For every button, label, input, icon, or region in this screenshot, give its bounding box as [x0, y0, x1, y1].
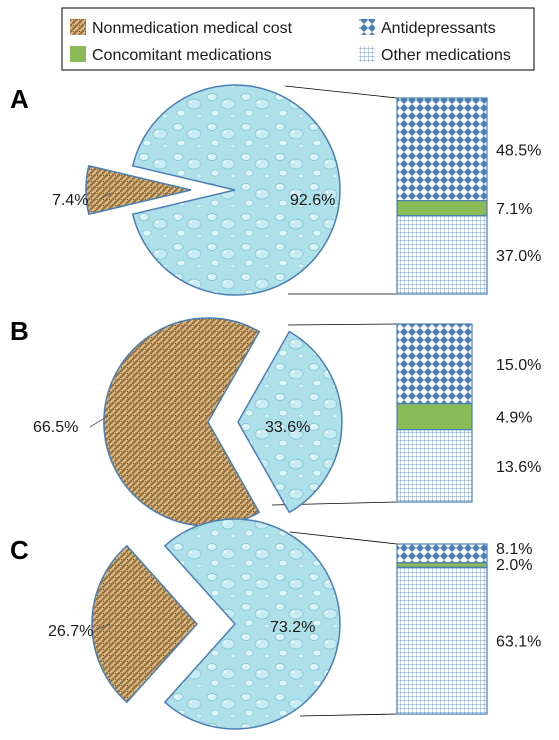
panel-c-connector-top [289, 531, 398, 545]
panel-c-label-nonmedication: 26.7% [48, 623, 93, 640]
legend-label-other: Other medications [381, 47, 511, 64]
legend-swatch-concomitant [70, 46, 86, 62]
legend-label-concomitant: Concomitant medications [92, 47, 272, 64]
panel-a-bar-label-other: 37.0% [496, 248, 541, 265]
plot-area: 92.6% 7.4% 48.5% 7.1% 37.0% 33.6% 66.5% 15.0% 4.… [33, 84, 541, 730]
panel-c-bar-label-other: 63.1% [496, 634, 541, 651]
panel-a-bar-label-concomitant: 7.1% [496, 201, 532, 218]
legend-label-antidepressants: Antidepressants [381, 20, 496, 37]
panel-c-bar-label-concomitant: 2.0% [496, 557, 532, 574]
panel-b-bar-segment-other [396, 429, 473, 503]
panel-b-bar-segment-concomitant [396, 403, 473, 431]
panel-b-bar-label-other: 13.6% [496, 459, 541, 476]
panel-a-bar-segment-concomitant [396, 200, 488, 217]
panel-a-leader-line [99, 192, 112, 200]
panel-c-connector-bottom [299, 713, 398, 717]
panel-c-pie-slice-medications [163, 518, 341, 730]
panel-letter-c: C [10, 535, 29, 565]
panel-c-label-medications: 73.2% [270, 619, 315, 636]
panel-a-pie-slice-medications [131, 84, 341, 296]
panel-b-label-medications: 33.6% [265, 419, 310, 436]
legend-frame [61, 7, 535, 71]
legend-swatch-antidepressants [359, 19, 375, 35]
panel-b-pie-slice-medications [237, 330, 343, 514]
legend-swatch-nonmedication [70, 19, 86, 35]
panel-b-bar-label-antidepressants: 15.0% [496, 357, 541, 374]
panel-c-leader-line [95, 623, 111, 631]
panel-b-bar-segment-antidepressants [396, 323, 473, 405]
panel-a-label-nonmedication: 7.4% [52, 192, 88, 209]
panel-c-bar-segment-other [396, 566, 488, 715]
panel-a-bar-segment-other [396, 215, 488, 295]
legend-label-nonmedication: Nonmedication medical cost [92, 20, 293, 37]
panel-a-connector-top [284, 85, 398, 99]
panel-b-bar-label-concomitant: 4.9% [496, 410, 532, 427]
panel-b-label-nonmedication: 66.5% [33, 419, 78, 436]
panel-b-leader-line [89, 415, 109, 428]
panel-c-bar-label-antidepressants: 8.1% [496, 541, 532, 558]
panel-a-label-medications: 92.6% [290, 192, 335, 209]
panel-letter-b: B [10, 316, 29, 346]
legend: Nonmedication medical cost Antidepressan… [61, 7, 535, 71]
panel-c-bar-segment-antidepressants [396, 543, 488, 564]
panel-a-bar-segment-antidepressants [396, 97, 488, 202]
legend-swatch-other [359, 46, 375, 62]
panel-c-pie-slice-nonmedication [91, 544, 199, 704]
panel-b-connector-top [287, 323, 398, 326]
panel-b-pie-slice-nonmedication [103, 317, 261, 527]
panel-a-bar-label-antidepressants: 48.5% [496, 142, 541, 159]
panel-letter-a: A [10, 84, 29, 114]
panel-c-bar-segment-concomitant [396, 562, 488, 568]
panel-a-pie-slice-nonmedication [85, 164, 192, 216]
